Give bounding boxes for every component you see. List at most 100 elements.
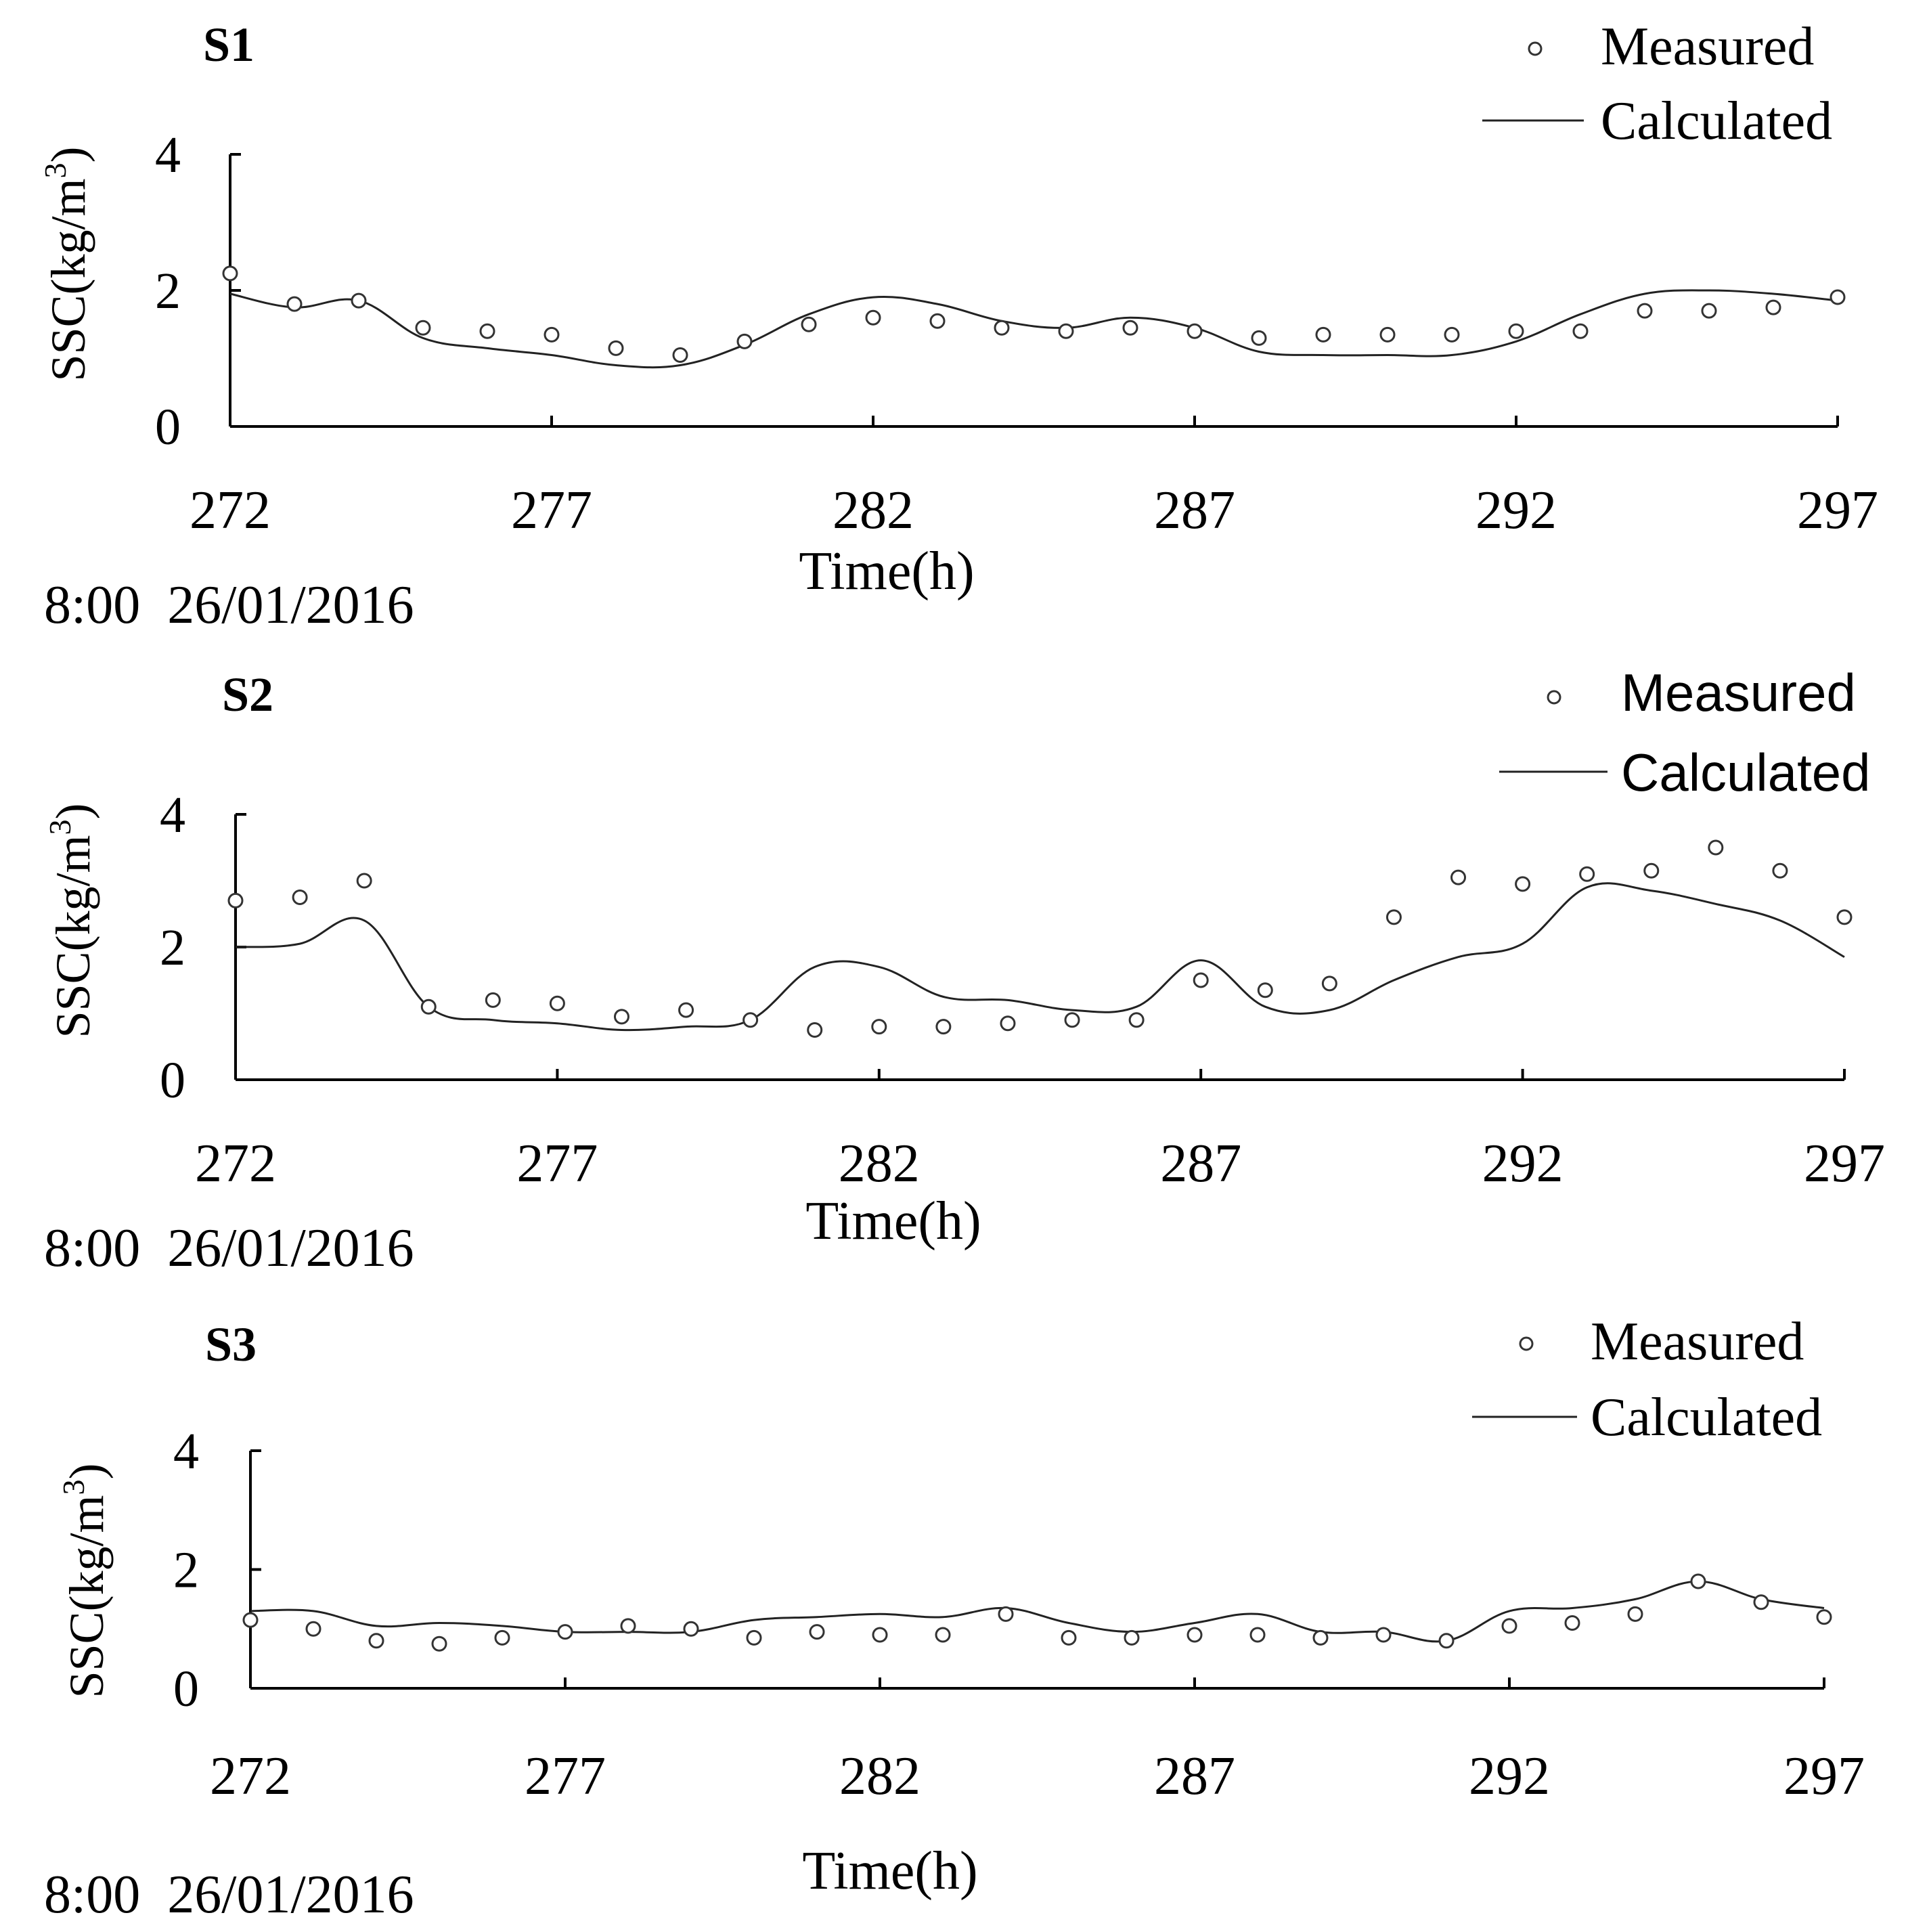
measured-point — [1187, 1627, 1203, 1643]
y-axis-label: SSC(kg/m3) — [43, 803, 100, 1038]
measured-point — [1375, 1627, 1392, 1643]
x-tick-label: 292 — [1482, 1134, 1564, 1193]
y-tick-label: 2 — [160, 919, 185, 976]
x-axis-label: Time(h) — [799, 542, 974, 601]
measured-point — [286, 296, 303, 312]
measured-point — [1000, 1015, 1016, 1032]
measured-point — [1249, 1627, 1266, 1643]
calculated-series-line — [235, 882, 1845, 1032]
measured-point — [1251, 330, 1267, 346]
y-tick-label: 4 — [160, 787, 185, 843]
x-tick-label: 272 — [190, 481, 271, 540]
y-axis-label-close: ) — [60, 1463, 114, 1479]
measured-point — [222, 265, 238, 282]
measured-point — [242, 1612, 259, 1628]
legend-calculated-label: Calculated — [1601, 91, 1832, 151]
measured-point — [929, 313, 946, 329]
y-axis-label-close: ) — [41, 146, 95, 162]
legend-measured-marker — [1528, 41, 1543, 56]
legend-measured-marker — [1547, 690, 1561, 705]
y-axis-label-superscript: 3 — [43, 819, 77, 835]
measured-point — [494, 1629, 510, 1646]
measured-point — [809, 1624, 825, 1640]
measured-point — [1312, 1629, 1329, 1646]
x-tick-label: 287 — [1160, 1134, 1241, 1193]
measured-point — [872, 1627, 888, 1643]
measured-point — [544, 326, 560, 343]
legend-measured-label: Measured — [1601, 17, 1814, 76]
measured-point — [742, 1012, 759, 1028]
measured-point — [1438, 1633, 1455, 1649]
measured-point — [1627, 1606, 1643, 1622]
measured-point — [1637, 303, 1653, 319]
measured-point — [431, 1635, 447, 1652]
panel-s3: S3 SSC(kg/m3) Time(h) 8:00 26/01/2016 Me… — [44, 1312, 1865, 1925]
calculated-series-line — [250, 1580, 1825, 1643]
measured-point — [415, 320, 431, 336]
legend-measured-marker — [1519, 1336, 1534, 1351]
x-tick-label: 297 — [1804, 1134, 1885, 1193]
measured-point — [1508, 323, 1524, 339]
measured-point — [1064, 1012, 1080, 1028]
measured-point — [1061, 1629, 1077, 1646]
measured-point — [305, 1621, 322, 1637]
measured-point — [1450, 869, 1467, 885]
y-tick-label: 2 — [155, 263, 181, 320]
legend: Measured Calculated — [1472, 1312, 1822, 1447]
measured-point — [1444, 326, 1460, 343]
measured-point — [1124, 1629, 1140, 1646]
y-tick-label: 4 — [173, 1423, 199, 1480]
start-time-note: 8:00 26/01/2016 — [44, 1865, 414, 1925]
measured-point — [1772, 862, 1788, 879]
y-axis-label-superscript: 3 — [38, 162, 72, 178]
measured-point — [935, 1019, 952, 1035]
y-axis-label-base: SSC(kg/m — [60, 1495, 114, 1698]
measured-point — [1315, 326, 1331, 343]
measured-point — [549, 995, 565, 1011]
panel-s2: S2 SSC(kg/m3) Time(h) 8:00 26/01/2016 Me… — [43, 663, 1885, 1278]
measured-point — [683, 1621, 699, 1637]
measured-point — [935, 1627, 951, 1643]
measured-point — [736, 333, 753, 349]
plot-area: 0 2 4 272 277 282 287 292 297 — [155, 127, 1878, 540]
x-tick-label: 272 — [195, 1134, 276, 1193]
calculated-series-line — [229, 289, 1838, 369]
x-tick-label: 277 — [525, 1747, 606, 1806]
measured-point — [1579, 866, 1595, 882]
panel-s1: S1 SSC(kg/m3) Time(h) 8:00 26/01/2016 Me… — [38, 17, 1878, 635]
measured-point — [801, 316, 817, 332]
measured-point — [1564, 1615, 1580, 1631]
measured-point — [678, 1002, 694, 1018]
measured-point — [613, 1009, 629, 1025]
x-tick-label: 282 — [833, 481, 914, 540]
y-axis-label-superscript: 3 — [56, 1479, 91, 1495]
measured-point — [485, 992, 501, 1008]
y-axis-label-base: SSC(kg/m — [41, 178, 95, 381]
x-tick-label: 287 — [1154, 1747, 1235, 1806]
measured-point — [368, 1633, 384, 1649]
x-tick-label: 297 — [1783, 1747, 1865, 1806]
measured-point — [1836, 909, 1853, 925]
measured-point — [557, 1624, 573, 1640]
measured-point — [1765, 299, 1781, 315]
measured-point — [1501, 1618, 1517, 1634]
measured-point — [994, 320, 1010, 336]
x-tick-label: 277 — [516, 1134, 598, 1193]
measured-point — [1830, 289, 1846, 305]
measured-point — [807, 1022, 823, 1038]
x-tick-label: 292 — [1469, 1747, 1550, 1806]
panel-label: S1 — [203, 18, 254, 72]
y-tick-label: 0 — [155, 399, 181, 456]
y-tick-label: 0 — [160, 1052, 185, 1109]
measured-point — [746, 1629, 762, 1646]
x-tick-label: 282 — [839, 1747, 921, 1806]
measured-point — [479, 323, 495, 339]
measured-point — [1753, 1594, 1769, 1610]
measured-point — [608, 340, 624, 356]
legend-measured-label: Measured — [1591, 1312, 1804, 1371]
measured-point — [1701, 303, 1717, 319]
legend: Measured Calculated — [1482, 17, 1832, 151]
panel-label: S2 — [222, 667, 273, 722]
start-time-note: 8:00 26/01/2016 — [44, 575, 414, 635]
